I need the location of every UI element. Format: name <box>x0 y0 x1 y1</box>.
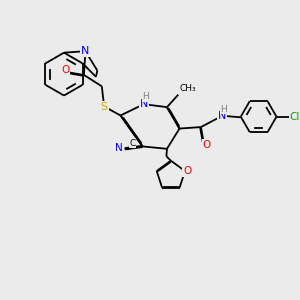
Text: N: N <box>81 46 90 56</box>
Text: N: N <box>116 143 123 153</box>
Text: H: H <box>220 105 227 114</box>
Text: Cl: Cl <box>290 112 300 122</box>
Text: S: S <box>100 101 108 112</box>
Text: O: O <box>203 140 211 150</box>
Text: N: N <box>140 99 148 109</box>
Text: O: O <box>61 65 69 75</box>
Text: H: H <box>142 92 149 101</box>
Text: CH₃: CH₃ <box>179 84 196 93</box>
Text: O: O <box>183 166 191 176</box>
Text: N: N <box>218 111 226 121</box>
Text: C: C <box>129 139 135 148</box>
